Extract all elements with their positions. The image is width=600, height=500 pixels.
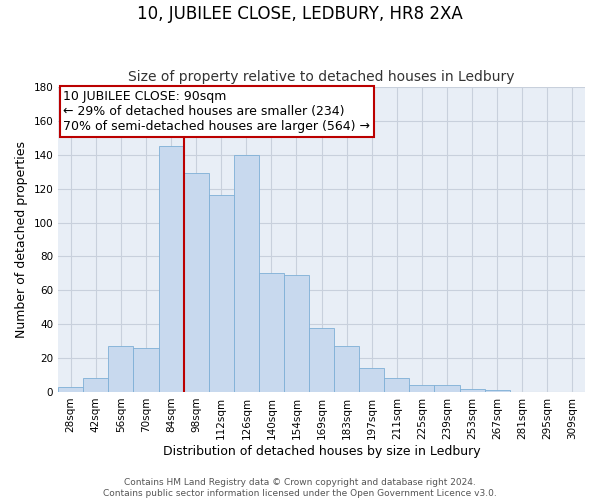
Bar bbox=[309, 328, 334, 392]
Bar bbox=[83, 378, 109, 392]
Bar bbox=[184, 174, 209, 392]
Bar bbox=[284, 275, 309, 392]
Bar bbox=[434, 385, 460, 392]
Bar bbox=[158, 146, 184, 392]
Bar bbox=[460, 388, 485, 392]
Bar bbox=[359, 368, 385, 392]
Text: Contains HM Land Registry data © Crown copyright and database right 2024.
Contai: Contains HM Land Registry data © Crown c… bbox=[103, 478, 497, 498]
Bar bbox=[259, 274, 284, 392]
Bar bbox=[209, 196, 234, 392]
Bar bbox=[334, 346, 359, 392]
Bar bbox=[234, 155, 259, 392]
Bar bbox=[485, 390, 510, 392]
X-axis label: Distribution of detached houses by size in Ledbury: Distribution of detached houses by size … bbox=[163, 444, 481, 458]
Bar bbox=[109, 346, 133, 392]
Bar bbox=[409, 385, 434, 392]
Y-axis label: Number of detached properties: Number of detached properties bbox=[15, 141, 28, 338]
Text: 10, JUBILEE CLOSE, LEDBURY, HR8 2XA: 10, JUBILEE CLOSE, LEDBURY, HR8 2XA bbox=[137, 5, 463, 23]
Bar bbox=[133, 348, 158, 392]
Bar bbox=[58, 387, 83, 392]
Text: 10 JUBILEE CLOSE: 90sqm
← 29% of detached houses are smaller (234)
70% of semi-d: 10 JUBILEE CLOSE: 90sqm ← 29% of detache… bbox=[64, 90, 370, 133]
Title: Size of property relative to detached houses in Ledbury: Size of property relative to detached ho… bbox=[128, 70, 515, 85]
Bar bbox=[385, 378, 409, 392]
